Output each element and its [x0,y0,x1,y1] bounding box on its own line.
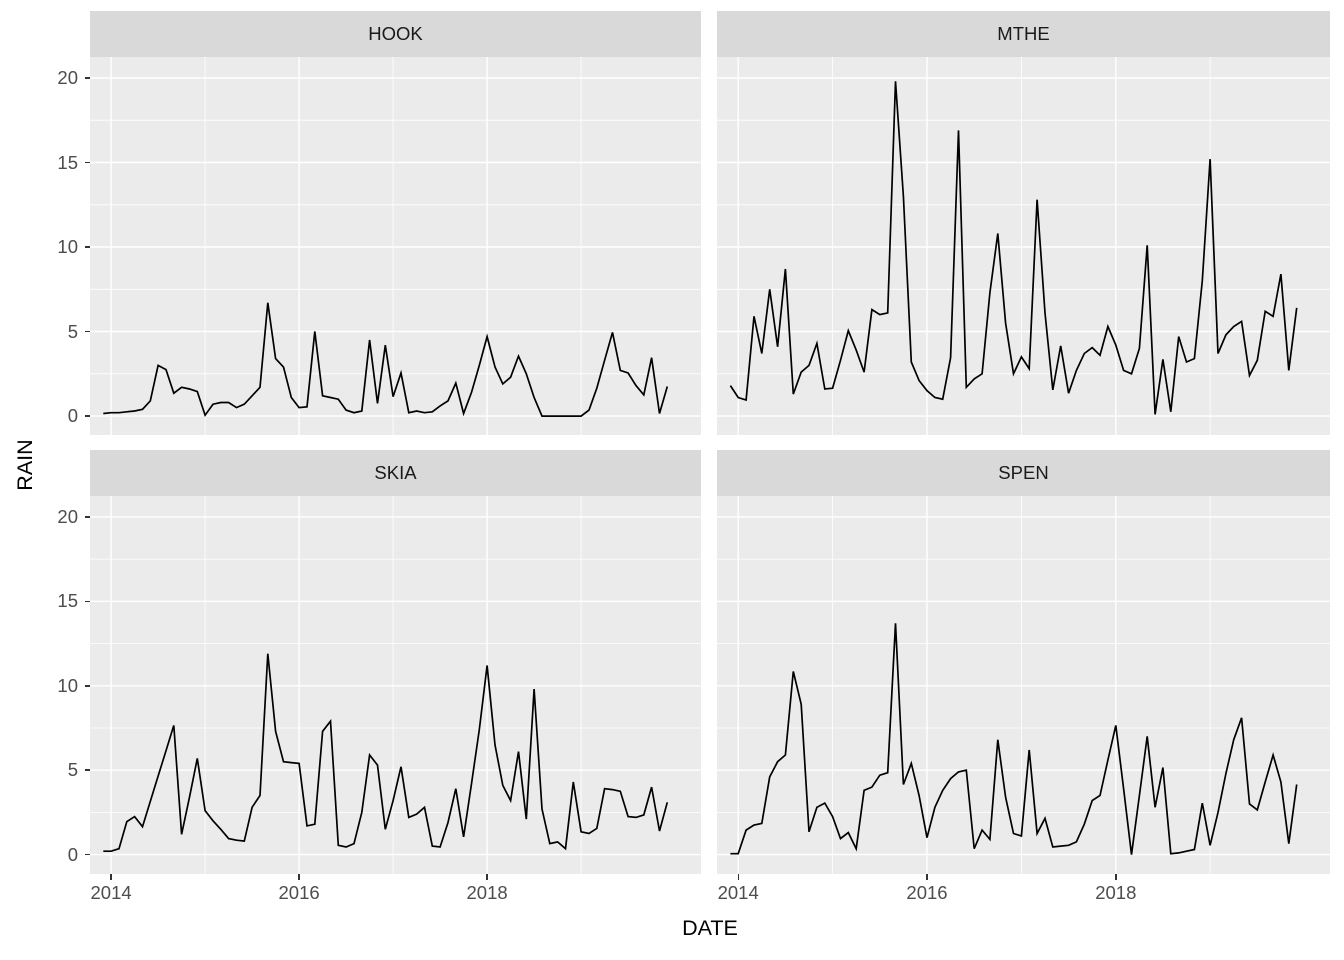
y-tick-mark [84,246,90,248]
x-tick-label: 2014 [717,882,759,903]
panel-hook [90,57,701,435]
y-tick-label: 5 [67,320,78,342]
y-tick-mark [84,685,90,687]
x-tick-label: 2018 [466,882,508,903]
hook-line-plot [90,57,701,435]
x-tick-label: 2016 [278,882,320,903]
y-tick-mark [84,600,90,603]
panel-skia [90,496,701,874]
facet-strip-skia: SKIA [90,450,701,496]
x-tick-mark [926,874,928,880]
facet-label-skia: SKIA [374,462,417,483]
y-tick-mark [84,330,90,333]
panel-mthe [717,57,1330,435]
y-tick-label: 20 [57,505,78,527]
facet-strip-mthe: MTHE [717,11,1330,57]
x-tick-mark [1115,874,1117,880]
y-tick-label: 0 [67,405,78,427]
x-tick-label: 2018 [1095,882,1137,903]
y-tick-mark [84,415,90,417]
x-tick-mark [486,874,488,880]
y-tick-mark [84,853,90,856]
y-tick-label: 15 [57,590,78,612]
skia-line-plot [90,496,701,874]
y-tick-label: 10 [57,674,78,696]
x-axis-title: DATE [682,916,738,940]
x-tick-label: 2014 [90,882,132,903]
y-tick-label: 15 [57,151,78,173]
x-tick-mark [110,874,112,880]
facet-label-hook: HOOK [368,23,423,44]
facet-strip-hook: HOOK [90,11,701,57]
y-tick-label: 0 [67,843,78,865]
y-tick-mark [84,77,90,79]
panel-spen [717,496,1330,874]
mthe-line-plot [717,57,1330,435]
y-tick-label: 10 [57,236,78,257]
facet-label-spen: SPEN [998,462,1049,483]
y-tick-mark [84,161,90,164]
x-tick-label: 2016 [906,882,948,903]
y-tick-mark [84,516,90,518]
y-tick-label: 5 [67,759,78,781]
x-tick-mark [737,874,740,880]
x-tick-mark [298,874,300,880]
y-tick-label: 20 [57,67,78,88]
facet-label-mthe: MTHE [997,23,1050,44]
y-tick-mark [84,769,90,771]
y-axis-title: RAIN [13,439,37,491]
spen-line-plot [717,496,1330,874]
facet-strip-spen: SPEN [717,450,1330,496]
